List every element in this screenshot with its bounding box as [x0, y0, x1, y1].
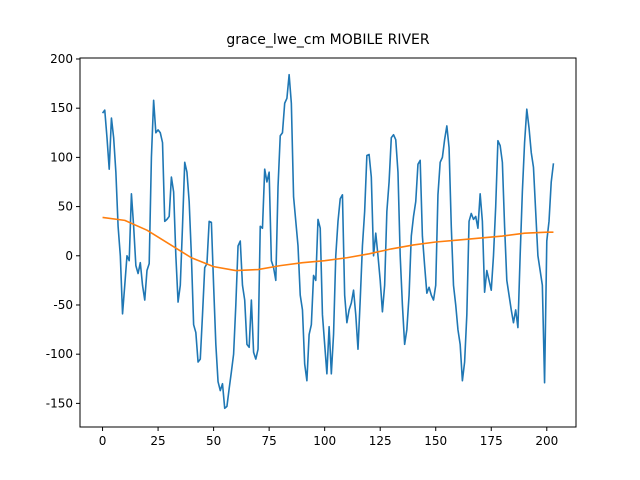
x-tick-label: 75	[261, 434, 276, 448]
x-tick-label: 0	[99, 434, 107, 448]
chart-title: grace_lwe_cm MOBILE RIVER	[226, 32, 429, 48]
y-tick-label: 200	[50, 52, 73, 66]
x-tick-label: 100	[313, 434, 336, 448]
x-tick-label: 50	[206, 434, 221, 448]
line-series	[102, 216, 554, 272]
line-series	[101, 73, 555, 410]
x-tick-label: 200	[535, 434, 558, 448]
y-tick-label: 100	[50, 150, 73, 164]
plot-frame	[79, 57, 577, 428]
x-tick-label: 25	[150, 434, 165, 448]
x-tick-label: 125	[369, 434, 392, 448]
y-tick-label: -100	[46, 347, 73, 361]
x-tick-label: 150	[424, 434, 447, 448]
x-tick-label: 175	[480, 434, 503, 448]
y-tick-label: 150	[50, 101, 73, 115]
y-tick-label: 0	[65, 249, 73, 263]
y-tick-label: -50	[53, 298, 73, 312]
y-tick-label: 50	[58, 200, 73, 214]
y-tick-label: -150	[46, 396, 73, 410]
